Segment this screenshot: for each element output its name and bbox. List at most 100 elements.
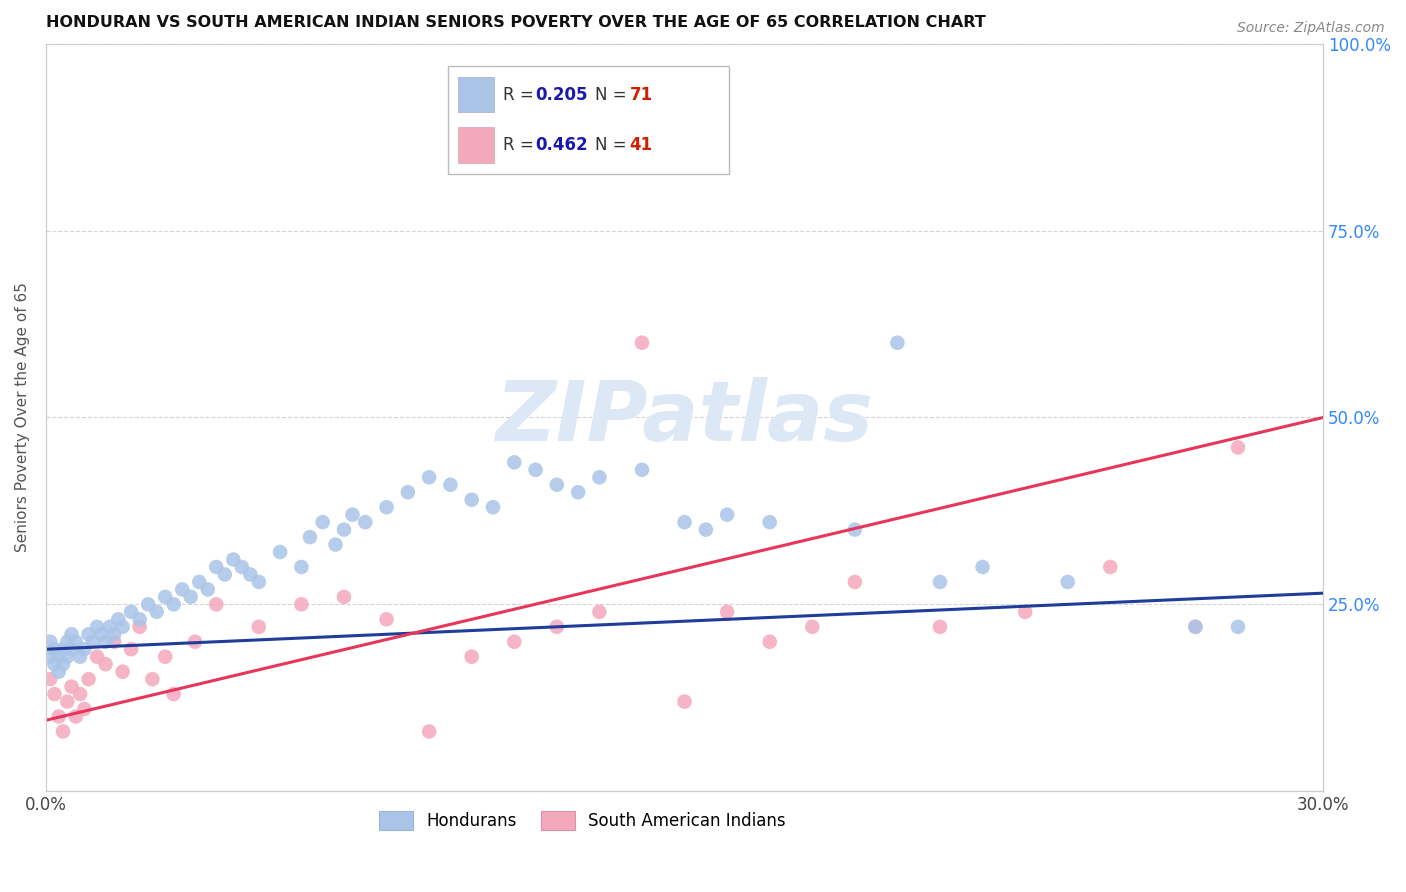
Point (44, 657, 66, 672)
Point (342, 508, 364, 522)
Point (120, 642, 142, 657)
Point (758, 634, 780, 648)
Point (460, 649, 482, 664)
Point (90, 627, 112, 641)
Point (111, 620, 134, 634)
Point (128, 620, 150, 634)
Point (247, 620, 270, 634)
Point (503, 634, 526, 648)
Legend: Hondurans, South American Indians: Hondurans, South American Indians (373, 805, 792, 837)
Point (1014, 605, 1036, 619)
Point (65, 709, 87, 723)
Point (180, 590, 202, 604)
Point (801, 620, 824, 634)
Point (844, 523, 866, 537)
Point (128, 612, 150, 626)
Point (65, 634, 87, 648)
Point (844, 574, 866, 589)
Point (1227, 441, 1250, 455)
Point (758, 515, 780, 529)
Text: 71: 71 (630, 86, 652, 103)
Point (418, 470, 440, 484)
Point (588, 470, 610, 484)
Point (1184, 620, 1206, 634)
Point (673, 695, 696, 709)
Point (60, 680, 83, 694)
Point (1056, 574, 1078, 589)
Point (325, 538, 347, 552)
Point (86, 649, 108, 664)
Point (247, 574, 270, 589)
Point (929, 620, 952, 634)
Point (69, 649, 91, 664)
Point (94, 657, 117, 672)
Point (69, 687, 91, 701)
Point (197, 582, 219, 597)
Point (567, 485, 589, 500)
Point (1227, 620, 1250, 634)
Text: N =: N = (595, 86, 633, 103)
Text: 0.462: 0.462 (536, 136, 588, 153)
Point (120, 605, 142, 619)
Y-axis label: Seniors Poverty Over the Age of 65: Seniors Poverty Over the Age of 65 (15, 283, 30, 552)
Point (239, 567, 262, 582)
Point (39, 634, 62, 648)
Point (39, 672, 62, 686)
Point (56, 649, 79, 664)
Point (153, 649, 176, 664)
Point (205, 598, 228, 612)
Point (290, 560, 312, 574)
Point (333, 590, 356, 604)
Point (460, 492, 482, 507)
Point (94, 634, 117, 648)
Point (48, 709, 70, 723)
Point (98, 620, 121, 634)
Point (163, 687, 186, 701)
Point (188, 574, 211, 589)
Point (44, 642, 66, 657)
Point (588, 605, 610, 619)
Point (111, 665, 134, 679)
Point (354, 515, 377, 529)
Point (184, 634, 207, 648)
Point (1099, 560, 1122, 574)
Point (82, 634, 104, 648)
Point (73, 642, 96, 657)
Point (503, 455, 526, 469)
Point (312, 515, 335, 529)
Point (290, 598, 312, 612)
Text: R =: R = (503, 136, 538, 153)
Point (39, 649, 62, 664)
Point (52, 642, 75, 657)
Point (52, 724, 75, 739)
FancyBboxPatch shape (458, 77, 495, 112)
Point (695, 523, 717, 537)
Point (141, 672, 163, 686)
Point (631, 463, 654, 477)
Point (60, 627, 83, 641)
Point (546, 620, 568, 634)
Point (73, 702, 96, 716)
Text: 41: 41 (630, 136, 652, 153)
Point (298, 530, 321, 544)
Point (439, 477, 461, 491)
Point (546, 477, 568, 491)
Point (886, 335, 908, 350)
Point (107, 612, 129, 626)
Point (60, 642, 83, 657)
Text: HONDURAN VS SOUTH AMERICAN INDIAN SENIORS POVERTY OVER THE AGE OF 65 CORRELATION: HONDURAN VS SOUTH AMERICAN INDIAN SENIOR… (46, 15, 986, 30)
Point (48, 665, 70, 679)
Point (222, 552, 245, 566)
Point (418, 724, 440, 739)
Point (77, 627, 100, 641)
Point (205, 560, 228, 574)
Point (333, 523, 356, 537)
Point (972, 560, 994, 574)
Point (172, 582, 194, 597)
Point (145, 605, 167, 619)
Point (44, 687, 66, 701)
Point (163, 598, 186, 612)
Point (103, 634, 125, 648)
FancyBboxPatch shape (449, 66, 730, 175)
Point (103, 627, 125, 641)
